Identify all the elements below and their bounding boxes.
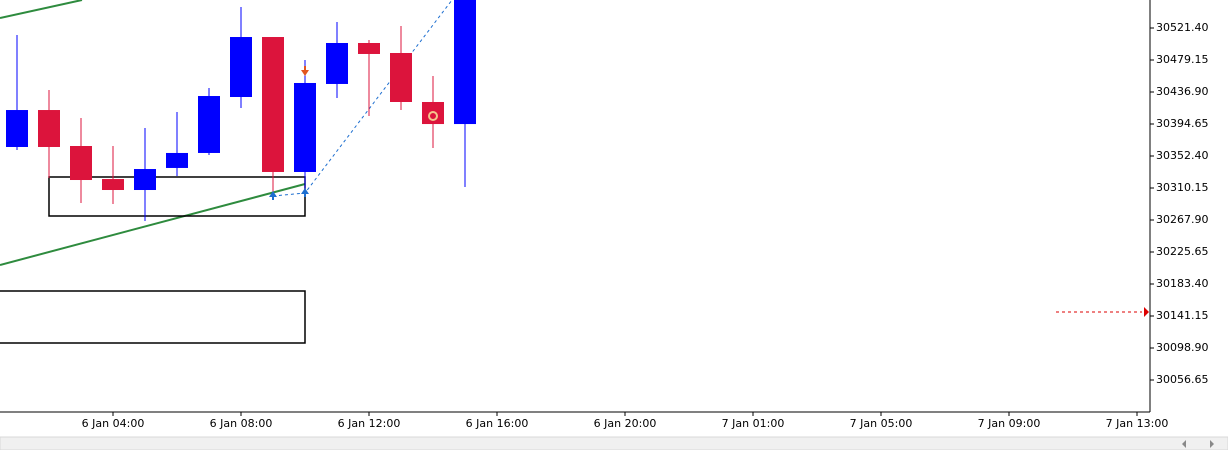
candles [6,0,476,221]
candle-body [230,37,252,97]
y-tick-label: 30479.15 [1156,53,1209,66]
sell-arrow [301,66,309,76]
candle-body [166,152,188,168]
x-tick-label: 6 Jan 12:00 [338,417,401,430]
x-tick-label: 7 Jan 01:00 [722,417,785,430]
candle-body [454,0,476,125]
y-tick-label: 30056.65 [1156,373,1209,386]
candle-body [102,179,124,191]
candle-body [6,110,28,147]
candle-body [326,42,348,84]
scroll-right[interactable] [1210,440,1214,448]
x-tick-label: 6 Jan 20:00 [594,417,657,430]
candle-body [198,96,220,153]
crosshair-icon [428,111,438,121]
candle-body [70,146,92,181]
x-tick-label: 7 Jan 09:00 [978,417,1041,430]
candle-body [390,52,412,102]
y-tick-label: 30394.65 [1156,117,1209,130]
y-tick-label: 30436.90 [1156,85,1209,98]
rectangle [0,290,306,344]
axes: 30563.65 30521.40 30479.15 30436.90 30394.65… [82,0,1209,430]
x-tick-label: 7 Jan 13:00 [1106,417,1169,430]
scrollbar[interactable] [0,436,1228,450]
y-tick-label: 30310.15 [1156,181,1209,194]
candle-body [294,82,316,172]
scroll-left[interactable] [1182,440,1186,448]
y-tick-label: 30141.15 [1156,309,1209,322]
signals [269,66,438,200]
x-tick-label: 6 Jan 08:00 [210,417,273,430]
buy-arrow [301,188,309,197]
x-tick-label: 6 Jan 16:00 [466,417,529,430]
candle-body [38,110,60,147]
trend-line [0,183,306,266]
y-tick-label: 30563.65 [1156,0,1209,2]
x-tick-label: 6 Jan 04:00 [82,417,145,430]
price-level-marker [1144,307,1149,317]
buy-arrow [269,191,277,200]
y-tick-label: 30267.90 [1156,213,1209,226]
candle-body [134,169,156,191]
y-tick-label: 30098.90 [1156,341,1209,354]
x-tick-label: 7 Jan 05:00 [850,417,913,430]
candle-body [262,37,284,172]
y-tick-label: 30225.65 [1156,245,1209,258]
candle-body [422,101,444,125]
trend-line [0,0,83,19]
y-tick-label: 30183.40 [1156,277,1209,290]
y-tick-label: 30521.40 [1156,21,1209,34]
candle-body [358,42,380,54]
y-tick-label: 30352.40 [1156,149,1209,162]
